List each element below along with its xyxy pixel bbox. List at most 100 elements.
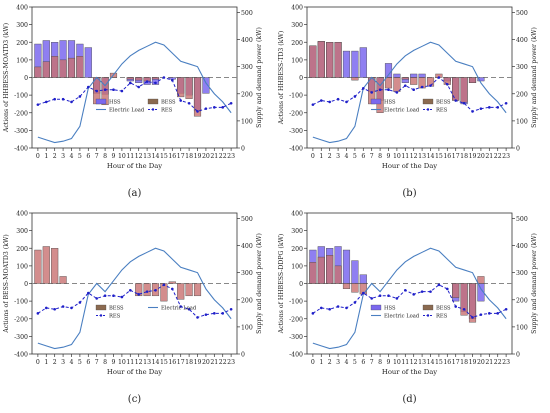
x-tick-label: 3 [336,153,340,160]
x-tick-label: 19 [194,153,202,160]
res-point [311,103,315,106]
bess-bar [452,283,460,298]
bess-bar [51,56,59,78]
x-tick-label: 21 [485,153,493,160]
bess-bar [42,246,50,284]
x-tick-label: 23 [227,359,235,366]
y2-tick-label: 300 [241,270,253,277]
y-tick-label: 100 [291,57,303,64]
electric-load-line [312,41,507,144]
res-point [412,88,416,92]
legend-label: RES [436,314,448,320]
x-tick-label: 6 [361,359,365,366]
y2-tick-label: 100 [516,118,528,125]
x-tick-label: 17 [452,153,460,160]
bess-bar [317,41,325,78]
res-point [387,88,390,92]
res-point [112,294,115,298]
bess-bar [384,77,393,89]
y-tick-label: -200 [14,110,28,117]
res-point [504,101,508,105]
res-point [53,97,56,101]
bess-bar [135,283,143,297]
res-point [112,88,115,92]
res-point [162,283,166,287]
y2-tick-label: 0 [241,146,245,153]
x-tick-label: 18 [185,359,193,366]
chart-panel: -400-300-200-100010020030040001002003004… [3,211,263,406]
x-tick-label: 6 [86,153,90,160]
res-point [128,81,132,85]
bess-bar [410,77,418,85]
bess-bar [193,77,202,117]
bess-bar [185,283,193,297]
res-point [162,76,166,79]
x-tick-label: 20 [477,153,485,160]
bess-bar [76,56,84,78]
y-axis-label: Actions of HHBESS-TD3 (kW) [278,31,285,125]
legend-label: RES [436,108,448,114]
x-tick-label: 9 [112,359,116,366]
res-point [479,107,483,110]
x-tick-label: 18 [460,359,468,366]
y-tick-label: 0 [24,75,28,82]
hss-bar [477,77,485,82]
res-point [462,101,466,105]
panel-caption: (d) [402,394,416,405]
y2-tick-label: 100 [241,324,253,331]
y-tick-label: 100 [16,57,28,64]
bess-bar [351,283,359,293]
x-tick-label: 0 [36,153,40,160]
res-point [378,294,382,298]
x-tick-label: 12 [410,153,418,160]
bess-bar [342,283,351,289]
y2-tick-label: 100 [516,324,528,331]
y2-tick-label: 0 [516,146,520,153]
res-point [86,291,90,295]
res-point [196,316,199,319]
res-point [95,297,98,300]
res-point [95,89,98,93]
y-tick-label: 400 [291,5,303,12]
x-tick-label: 13 [418,153,426,160]
x-tick-label: 15 [435,153,443,160]
res-point [446,287,449,291]
x-tick-label: 12 [135,359,143,366]
x-tick-label: 6 [361,153,365,160]
y2-tick-label: 300 [241,64,253,71]
y2-tick-label: 500 [241,10,253,17]
bess-bar [326,42,334,78]
res-point [370,91,373,94]
bess-bar [135,77,143,81]
x-tick-label: 3 [336,359,340,366]
bess-bar [351,77,359,81]
x-tick-label: 12 [135,153,143,160]
res-point [454,305,458,308]
bess-bar [401,77,409,80]
y-tick-label: -400 [289,146,303,153]
res-point [61,305,65,308]
res-point [229,307,233,311]
x-tick-label: 2 [328,359,332,366]
x-tick-label: 22 [219,359,227,366]
res-point [496,312,500,315]
res-point [70,100,73,104]
y2-tick-label: 500 [516,10,528,17]
y-tick-label: 100 [16,263,28,270]
res-point [221,106,225,109]
y2-axis-label: Supply and demand power (kW) [256,27,263,128]
panel-caption: (b) [402,188,416,199]
legend-bess-swatch [95,304,107,311]
hss-bar [393,73,401,78]
x-tick-label: 2 [328,153,332,160]
x-tick-label: 10 [393,153,401,160]
legend-label: HSS [384,306,396,312]
res-point [120,89,124,93]
bess-bar [143,283,151,297]
res-point [120,295,124,299]
res-point [213,106,216,109]
res-point [187,307,191,311]
y-tick-label: -400 [14,352,28,359]
res-point [328,307,331,311]
res-point [171,78,174,82]
